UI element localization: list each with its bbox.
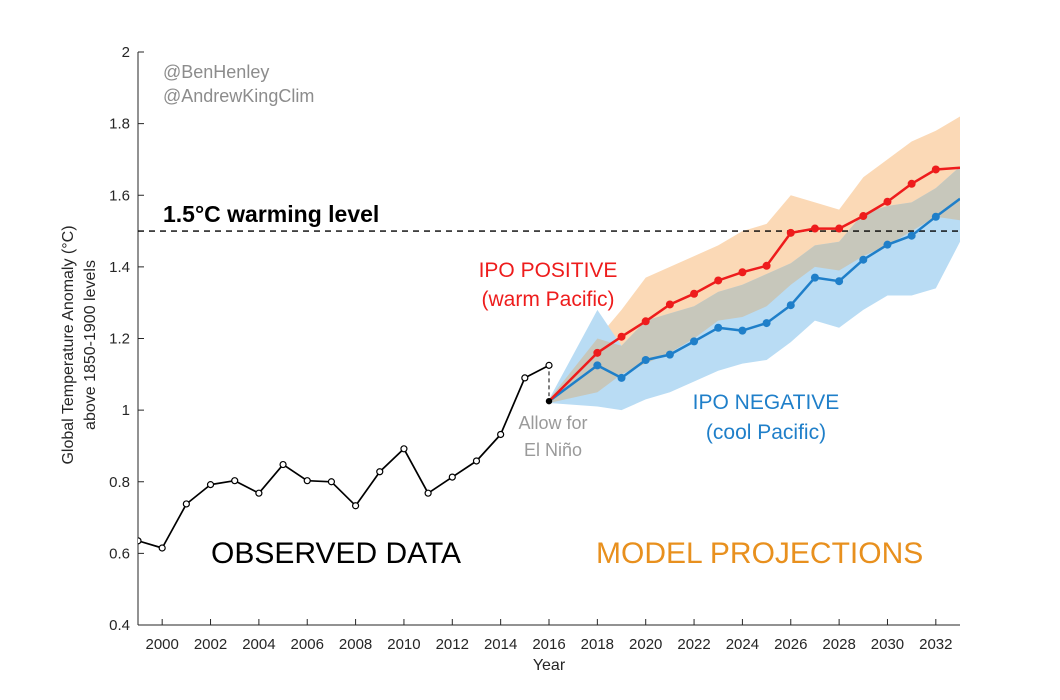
- observed-point: [279, 460, 287, 469]
- observed-point: [545, 361, 553, 369]
- y-tick-label: 1.6: [109, 187, 130, 204]
- observed-line: [138, 364, 550, 549]
- x-tick-label: 2000: [145, 636, 178, 653]
- ipo_positive-point: [593, 348, 602, 357]
- ipo_negative-point: [665, 350, 674, 359]
- el-nino-label: Allow for: [518, 413, 587, 433]
- credit-andrew-king: @AndrewKingClim: [163, 86, 314, 106]
- ipo_positive-point: [641, 317, 650, 326]
- ipo_positive-point: [810, 224, 819, 233]
- ipo_negative-point: [883, 240, 892, 249]
- y-axis-subtitle: above 1850-1900 levels: [82, 260, 99, 430]
- el-nino-adjusted-point: [545, 397, 553, 405]
- y-ticks: 0.4 0.6 0.8 1 1.2 1.4 1.6 1.8 2: [109, 44, 144, 634]
- observed-data-label: OBSERVED DATA: [211, 537, 461, 570]
- ipo_positive-point: [883, 197, 892, 206]
- ipo_negative-point: [907, 231, 916, 240]
- y-tick-label: 0.6: [109, 545, 130, 562]
- x-tick-label: 2014: [484, 636, 517, 653]
- observed-point: [255, 489, 263, 497]
- observed-point: [303, 477, 311, 485]
- ipo_positive-point: [714, 276, 723, 285]
- projection-bands: [549, 116, 960, 411]
- ipo_negative-point: [617, 373, 626, 382]
- y-axis-title: Global Temperature Anomaly (°C): [60, 225, 77, 464]
- x-tick-label: 2024: [726, 636, 759, 653]
- ipo_positive-point: [835, 224, 844, 233]
- credit-ben-henley: @BenHenley: [163, 62, 269, 82]
- ipo-positive-sublabel: (warm Pacific): [481, 288, 614, 311]
- observed-point: [472, 457, 481, 465]
- observed-point: [138, 537, 142, 545]
- observed-point: [376, 468, 384, 476]
- x-tick-label: 2016: [532, 636, 565, 653]
- y-tick-label: 1.8: [109, 116, 130, 133]
- ipo_positive-point: [762, 261, 771, 270]
- observed-point: [497, 430, 505, 439]
- x-tick-label: 2008: [339, 636, 372, 653]
- model-projections-label: MODEL PROJECTIONS: [596, 537, 923, 570]
- y-tick-label: 1.4: [109, 259, 130, 276]
- x-tick-label: 2012: [436, 636, 469, 653]
- x-tick-label: 2010: [387, 636, 420, 653]
- ipo_positive-point: [738, 268, 747, 277]
- ipo_negative-point: [810, 273, 819, 282]
- el-nino-sublabel: El Niño: [524, 440, 582, 460]
- observed-point: [206, 481, 215, 489]
- range-overlap-band: [549, 166, 960, 403]
- observed-point: [400, 445, 408, 453]
- x-axis-title: Year: [533, 657, 566, 674]
- threshold-label: 1.5°C warming level: [163, 201, 379, 227]
- ipo_negative-point: [690, 337, 699, 346]
- y-tick-label: 1: [122, 402, 130, 419]
- ipo_negative-point: [931, 212, 940, 221]
- ipo_negative-point: [641, 355, 650, 364]
- x-tick-label: 2004: [242, 636, 275, 653]
- ipo_negative-point: [786, 301, 795, 310]
- series-layer: [138, 165, 960, 552]
- ipo_negative-point: [738, 326, 747, 335]
- ipo-negative-sublabel: (cool Pacific): [706, 421, 826, 444]
- observed-point: [448, 473, 456, 481]
- observed-point: [231, 477, 239, 485]
- ipo-negative-label: IPO NEGATIVE: [693, 391, 840, 414]
- y-tick-label: 0.4: [109, 617, 130, 634]
- x-tick-label: 2018: [581, 636, 614, 653]
- ipo_negative-point: [835, 277, 844, 286]
- ipo_positive-point: [786, 228, 795, 237]
- observed-point: [182, 500, 190, 508]
- y-tick-label: 2: [122, 44, 130, 61]
- x-ticks: 2000 2002 2004 2006 2008 2010 2012 2014 2016 2018…: [145, 619, 953, 653]
- ipo_positive-point: [931, 165, 940, 174]
- ipo_negative-point: [762, 319, 771, 328]
- observed-point: [351, 502, 360, 510]
- x-tick-label: 2030: [871, 636, 904, 653]
- ipo-positive-label: IPO POSITIVE: [479, 259, 618, 282]
- observed-point: [158, 544, 166, 552]
- ipo_negative-point: [714, 323, 723, 332]
- ipo_positive-point: [859, 212, 868, 221]
- x-tick-label: 2026: [774, 636, 807, 653]
- observed-point: [424, 489, 432, 497]
- ipo_positive-point: [617, 332, 626, 341]
- axes: 2000 2002 2004 2006 2008 2010 2012 2014 2016 2018…: [109, 44, 960, 653]
- x-tick-label: 2002: [194, 636, 227, 653]
- x-tick-label: 2006: [291, 636, 324, 653]
- x-tick-label: 2028: [822, 636, 855, 653]
- observed-point: [327, 478, 336, 486]
- ipo_positive-point: [665, 300, 674, 309]
- y-tick-label: 0.8: [109, 474, 130, 491]
- ipo_positive-point: [907, 179, 916, 188]
- x-tick-label: 2032: [919, 636, 952, 653]
- observed-point: [521, 374, 529, 382]
- ipo_positive-point: [690, 289, 699, 298]
- x-tick-label: 2020: [629, 636, 662, 653]
- ipo_negative-point: [859, 255, 868, 264]
- y-tick-label: 1.2: [109, 331, 130, 348]
- x-tick-label: 2022: [677, 636, 710, 653]
- ipo_negative-point: [593, 361, 602, 370]
